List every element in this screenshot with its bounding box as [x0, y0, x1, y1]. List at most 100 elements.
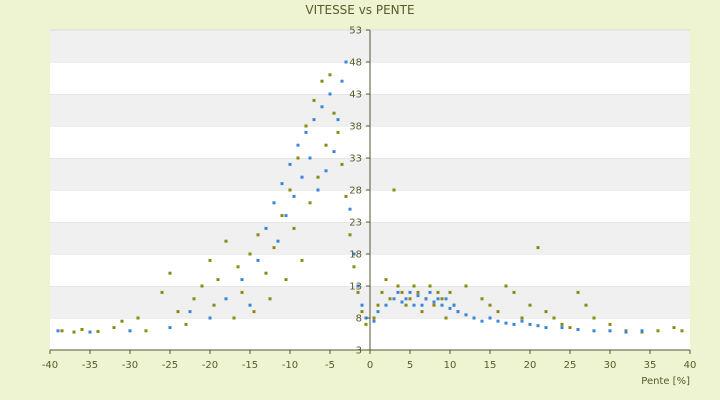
x-tick-label: -20	[202, 360, 218, 371]
data-point-series-0	[252, 310, 256, 314]
data-point-series-1	[488, 316, 492, 320]
data-point-series-0	[308, 201, 312, 205]
data-point-series-1	[512, 322, 516, 326]
data-point-series-1	[436, 297, 440, 301]
data-point-series-0	[80, 328, 84, 332]
data-point-series-1	[456, 310, 460, 314]
data-point-series-0	[328, 73, 332, 77]
data-point-series-1	[208, 316, 212, 320]
data-point-series-0	[112, 326, 116, 330]
data-point-series-0	[284, 278, 288, 282]
data-point-series-0	[320, 79, 324, 83]
data-point-series-0	[444, 316, 448, 320]
data-point-series-0	[264, 271, 268, 275]
data-point-series-1	[240, 278, 244, 282]
data-point-series-0	[272, 246, 276, 250]
data-point-series-0	[480, 297, 484, 301]
data-point-series-1	[284, 214, 288, 218]
data-point-series-0	[496, 310, 500, 314]
data-point-series-1	[424, 297, 428, 301]
data-point-series-0	[356, 290, 360, 294]
data-point-series-1	[308, 156, 312, 160]
data-point-series-0	[520, 316, 524, 320]
data-point-series-0	[672, 326, 676, 330]
data-point-series-1	[272, 201, 276, 205]
data-point-series-0	[224, 239, 228, 243]
data-point-series-0	[248, 252, 252, 256]
data-point-series-0	[348, 233, 352, 237]
data-point-series-0	[316, 175, 320, 179]
data-point-series-0	[408, 297, 412, 301]
data-point-series-0	[560, 322, 564, 326]
data-point-series-1	[376, 310, 380, 314]
y-tick-label: 3	[356, 346, 362, 357]
data-point-series-0	[412, 284, 416, 288]
data-point-series-0	[440, 297, 444, 301]
data-point-series-1	[412, 303, 416, 307]
data-point-series-1	[536, 324, 540, 328]
data-point-series-0	[192, 297, 196, 301]
data-point-series-1	[560, 326, 564, 330]
data-point-series-1	[288, 162, 292, 166]
data-point-series-0	[256, 233, 260, 237]
data-point-series-0	[216, 278, 220, 282]
x-tick-label: -35	[82, 360, 98, 371]
data-point-series-1	[428, 290, 432, 294]
data-point-series-0	[176, 310, 180, 314]
data-point-series-1	[444, 297, 448, 301]
x-tick-label: -5	[325, 360, 335, 371]
data-point-series-0	[268, 297, 272, 301]
data-point-series-0	[344, 194, 348, 198]
data-point-series-1	[360, 303, 364, 307]
data-point-series-0	[488, 303, 492, 307]
data-point-series-0	[384, 278, 388, 282]
data-point-series-0	[528, 303, 532, 307]
x-tick-label: 5	[407, 360, 413, 371]
data-point-series-1	[440, 303, 444, 307]
data-point-series-0	[584, 303, 588, 307]
data-point-series-1	[320, 105, 324, 109]
data-point-series-0	[428, 284, 432, 288]
data-point-series-0	[212, 303, 216, 307]
data-point-series-1	[544, 326, 548, 330]
x-tick-labels: -40 -35 -30 -25 -20 -15 -10 -5 0 5 10 15 20 25 30 35 40	[42, 350, 697, 371]
y-tick-label: 8	[356, 314, 362, 325]
data-point-series-0	[184, 322, 188, 326]
data-point-series-0	[300, 258, 304, 262]
data-point-series-1	[384, 303, 388, 307]
data-point-series-1	[432, 300, 436, 304]
data-point-series-1	[392, 297, 396, 301]
data-point-series-0	[608, 322, 612, 326]
data-point-series-1	[396, 290, 400, 294]
data-point-series-0	[236, 265, 240, 269]
data-point-series-0	[552, 316, 556, 320]
data-point-series-0	[336, 130, 340, 134]
data-point-series-1	[168, 326, 172, 330]
x-tick-label: 40	[684, 360, 697, 371]
x-tick-label: -25	[162, 360, 178, 371]
data-point-series-1	[480, 319, 484, 323]
data-point-series-0	[280, 214, 284, 218]
data-points	[56, 60, 684, 334]
data-point-series-0	[420, 310, 424, 314]
data-point-series-0	[504, 284, 508, 288]
data-point-series-1	[224, 297, 228, 301]
data-point-series-0	[416, 290, 420, 294]
data-point-series-1	[128, 329, 132, 333]
data-point-series-0	[396, 284, 400, 288]
data-point-series-0	[544, 310, 548, 314]
data-point-series-1	[328, 92, 332, 96]
data-point-series-1	[452, 303, 456, 307]
data-point-series-0	[332, 111, 336, 115]
data-point-series-1	[264, 226, 268, 230]
data-point-series-1	[640, 329, 644, 333]
data-point-series-0	[168, 271, 172, 275]
data-point-series-1	[340, 79, 344, 83]
data-point-series-1	[372, 319, 376, 323]
data-point-series-1	[188, 310, 192, 314]
x-tick-label: -15	[242, 360, 258, 371]
data-point-series-1	[256, 258, 260, 262]
data-point-series-0	[680, 329, 684, 333]
data-point-series-0	[292, 226, 296, 230]
